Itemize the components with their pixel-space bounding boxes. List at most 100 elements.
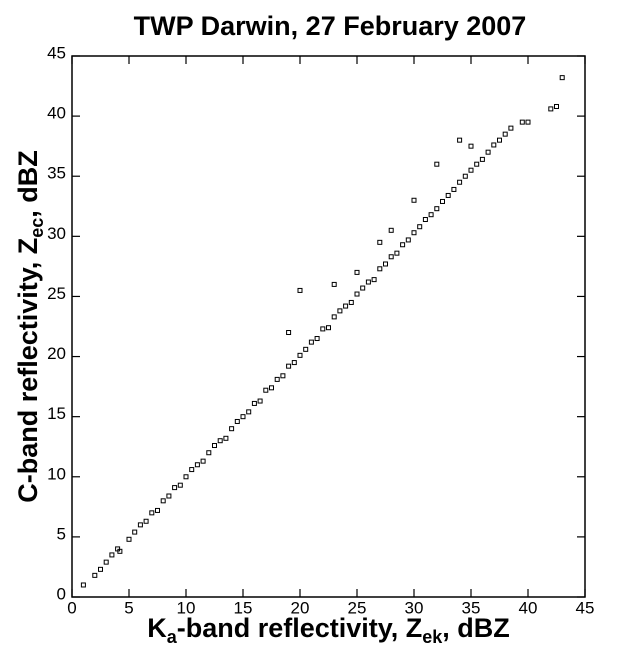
point [377, 266, 383, 272]
y-tick-label: 40 [47, 104, 66, 123]
point [343, 303, 349, 309]
x-tick-label: 25 [348, 598, 367, 617]
point [200, 458, 206, 464]
x-tick-label: 35 [462, 598, 481, 617]
point [445, 192, 451, 198]
ylabel-label: C-band reflectivity, Zec, dBZ [13, 150, 47, 503]
label-text: -band reflectivity, Z [177, 613, 423, 643]
y-tick-label: 5 [57, 524, 66, 543]
point [337, 308, 343, 314]
point [286, 363, 292, 369]
label-text: C-band reflectivity, Z [13, 238, 43, 503]
point [331, 281, 337, 287]
point [194, 462, 200, 468]
subscript: ek [422, 627, 443, 647]
point [554, 103, 559, 109]
label-text: K [147, 613, 167, 643]
point [189, 467, 195, 473]
y-tick-label: 45 [47, 43, 66, 62]
point [269, 385, 274, 391]
point [485, 149, 491, 155]
point [177, 482, 183, 488]
point [172, 485, 178, 491]
point [365, 279, 371, 285]
point [326, 325, 331, 331]
point [360, 285, 366, 291]
x-tick-label: 5 [124, 598, 133, 617]
point [497, 137, 502, 143]
point [143, 518, 149, 524]
point [183, 474, 189, 480]
point [137, 522, 143, 528]
x-tick-label: 40 [519, 598, 538, 617]
point [263, 387, 269, 393]
x-tick-label: 0 [67, 598, 76, 617]
plot-frame [71, 55, 586, 598]
point [468, 167, 474, 173]
point [109, 552, 115, 558]
y-tick-label: 20 [47, 344, 66, 363]
label-text: , dBZ [442, 613, 510, 643]
point [434, 161, 440, 167]
point [206, 450, 212, 456]
point [217, 438, 223, 444]
point [411, 197, 417, 203]
x-tick-label: 30 [405, 598, 424, 617]
point [308, 339, 314, 345]
point [428, 212, 434, 218]
point [234, 418, 240, 424]
point [291, 360, 297, 366]
x-tick-label: 20 [291, 598, 310, 617]
point [411, 230, 417, 236]
point [251, 400, 257, 406]
point [377, 239, 383, 245]
y-tick-label: 25 [47, 284, 66, 303]
point [468, 143, 474, 149]
point [92, 572, 98, 578]
point [331, 314, 337, 320]
subscript: a [167, 627, 178, 647]
point [491, 142, 497, 148]
point [132, 529, 138, 535]
point [548, 106, 554, 112]
y-tick-label: 30 [47, 224, 66, 243]
point [422, 217, 428, 223]
point [314, 336, 320, 342]
subscript: ec [27, 218, 47, 238]
point [457, 179, 463, 185]
y-tick-label: 10 [47, 464, 66, 483]
x-tick-label: 45 [576, 598, 595, 617]
point [117, 548, 123, 554]
point [274, 376, 280, 382]
point [126, 536, 132, 542]
point [297, 352, 303, 358]
point [434, 206, 440, 212]
point [229, 426, 235, 432]
point [103, 559, 109, 565]
point [98, 566, 103, 572]
point [451, 186, 457, 192]
point [297, 287, 303, 293]
point [400, 242, 406, 248]
point [440, 198, 445, 204]
point [405, 237, 411, 243]
point [388, 227, 394, 233]
point [371, 277, 377, 283]
point [394, 250, 400, 256]
point [519, 119, 525, 125]
point [80, 582, 86, 588]
point [559, 75, 565, 81]
label-text: , dBZ [13, 150, 43, 218]
point [508, 125, 514, 131]
point [457, 137, 463, 143]
point [354, 269, 360, 275]
point [286, 330, 292, 336]
point [257, 398, 263, 404]
x-tick-label: 10 [177, 598, 196, 617]
chart-title: TWP Darwin, 27 February 2007 [134, 11, 527, 41]
point [212, 443, 217, 449]
point [166, 493, 172, 499]
point [388, 254, 394, 260]
x-tick-label: 15 [234, 598, 253, 617]
